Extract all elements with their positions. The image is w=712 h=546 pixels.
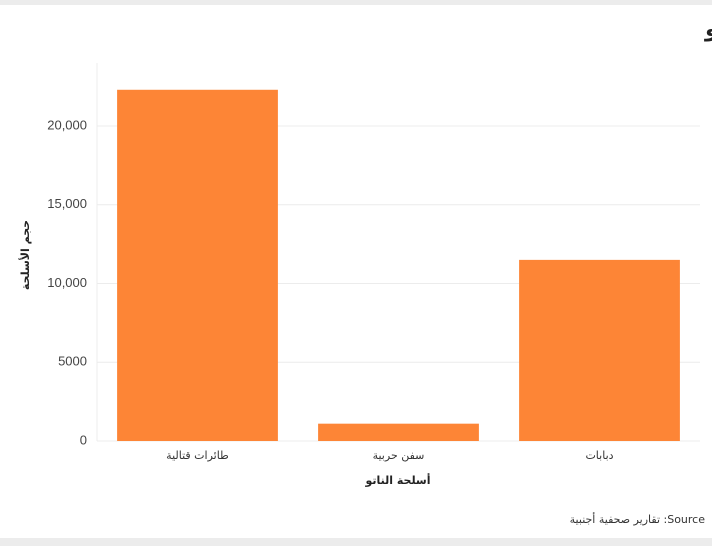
x-axis-title: أسلحة الناتو <box>364 473 430 487</box>
bottom-strip <box>0 538 712 546</box>
x-tick-label: طائرات قتالية <box>166 449 229 462</box>
y-tick-label: 0 <box>80 432 87 447</box>
bar <box>519 259 680 441</box>
source: Source: تقارير صحفية أجنبية <box>570 512 706 526</box>
x-tick-label: سفن حربية <box>373 449 425 462</box>
y-tick-label: 5000 <box>58 354 87 369</box>
bar <box>318 423 479 441</box>
bar <box>117 89 278 442</box>
y-tick-label: 20,000 <box>47 117 87 132</box>
y-tick-label: 10,000 <box>47 275 87 290</box>
chart-title: حجم التسليح في الناتو <box>704 17 712 42</box>
y-axis-title: حجم الأسلحة <box>18 220 32 290</box>
y-tick-label: 15,000 <box>47 196 87 211</box>
top-strip <box>0 0 712 5</box>
x-tick-label: دبابات <box>585 449 613 462</box>
